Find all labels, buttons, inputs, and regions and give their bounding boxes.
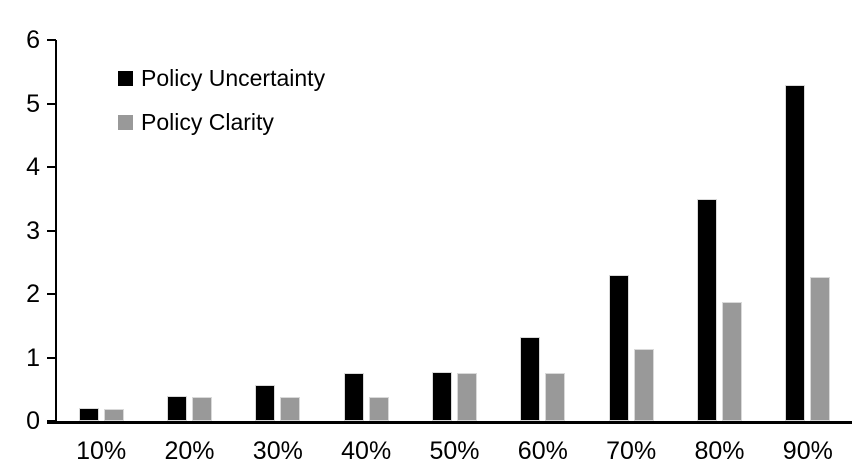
y-axis-line [55,40,57,424]
y-tick-label-1: 1 [26,343,40,372]
bar-policy-uncertainty-60 [520,337,541,421]
bar-policy-clarity-70 [633,349,654,421]
bar-policy-clarity-50 [457,372,477,421]
x-tick-label-40: 40% [341,437,392,465]
x-tick-label-20: 20% [164,437,215,465]
y-tick-2 [47,293,56,295]
bar-policy-uncertainty-50 [432,372,452,421]
bar-policy-uncertainty-20 [167,396,187,421]
legend-label-policy-clarity: Policy Clarity [141,108,274,135]
x-tick-label-50: 50% [429,437,480,465]
legend-swatch-policy-clarity [118,114,133,130]
x-tick-label-30: 30% [252,437,303,465]
x-tick-label-80: 80% [694,437,745,465]
x-tick-label-90: 90% [782,437,833,465]
bar-policy-clarity-30 [280,396,301,421]
bar-policy-clarity-40 [368,396,389,421]
y-tick-label-6: 6 [26,26,40,54]
legend-swatch-policy-uncertainty [118,70,133,86]
legend: Policy Uncertainty Policy Clarity [118,63,325,137]
bar-policy-uncertainty-10 [78,408,99,421]
y-tick-label-4: 4 [26,153,40,181]
x-axis-line [47,421,852,424]
y-tick-3 [47,229,56,232]
x-tick-label-70: 70% [606,437,657,465]
y-tick-0 [47,420,56,422]
legend-label-policy-uncertainty: Policy Uncertainty [141,64,326,91]
bar-policy-uncertainty-90 [785,85,806,421]
bar-policy-clarity-80 [722,302,742,421]
bar-policy-clarity-90 [810,276,831,421]
y-tick-label-2: 2 [26,280,40,308]
bar-policy-uncertainty-80 [697,199,717,421]
bar-policy-uncertainty-40 [343,372,364,421]
legend-item-policy-clarity: Policy Clarity [118,107,325,137]
y-tick-label-3: 3 [26,216,40,245]
bar-policy-clarity-60 [545,372,566,421]
bar-policy-clarity-10 [103,408,124,421]
bar-policy-uncertainty-70 [608,274,629,421]
y-tick-label-5: 5 [26,89,40,118]
x-tick-label-60: 60% [517,437,568,465]
bar-policy-clarity-20 [192,396,212,421]
x-tick-label-10: 10% [76,437,127,465]
y-tick-6 [47,39,56,41]
y-tick-4 [47,166,56,168]
y-tick-5 [47,102,56,105]
legend-item-policy-uncertainty: Policy Uncertainty [118,63,325,93]
y-tick-label-0: 0 [26,407,40,435]
y-tick-1 [47,356,56,359]
bar-policy-uncertainty-30 [255,385,276,421]
